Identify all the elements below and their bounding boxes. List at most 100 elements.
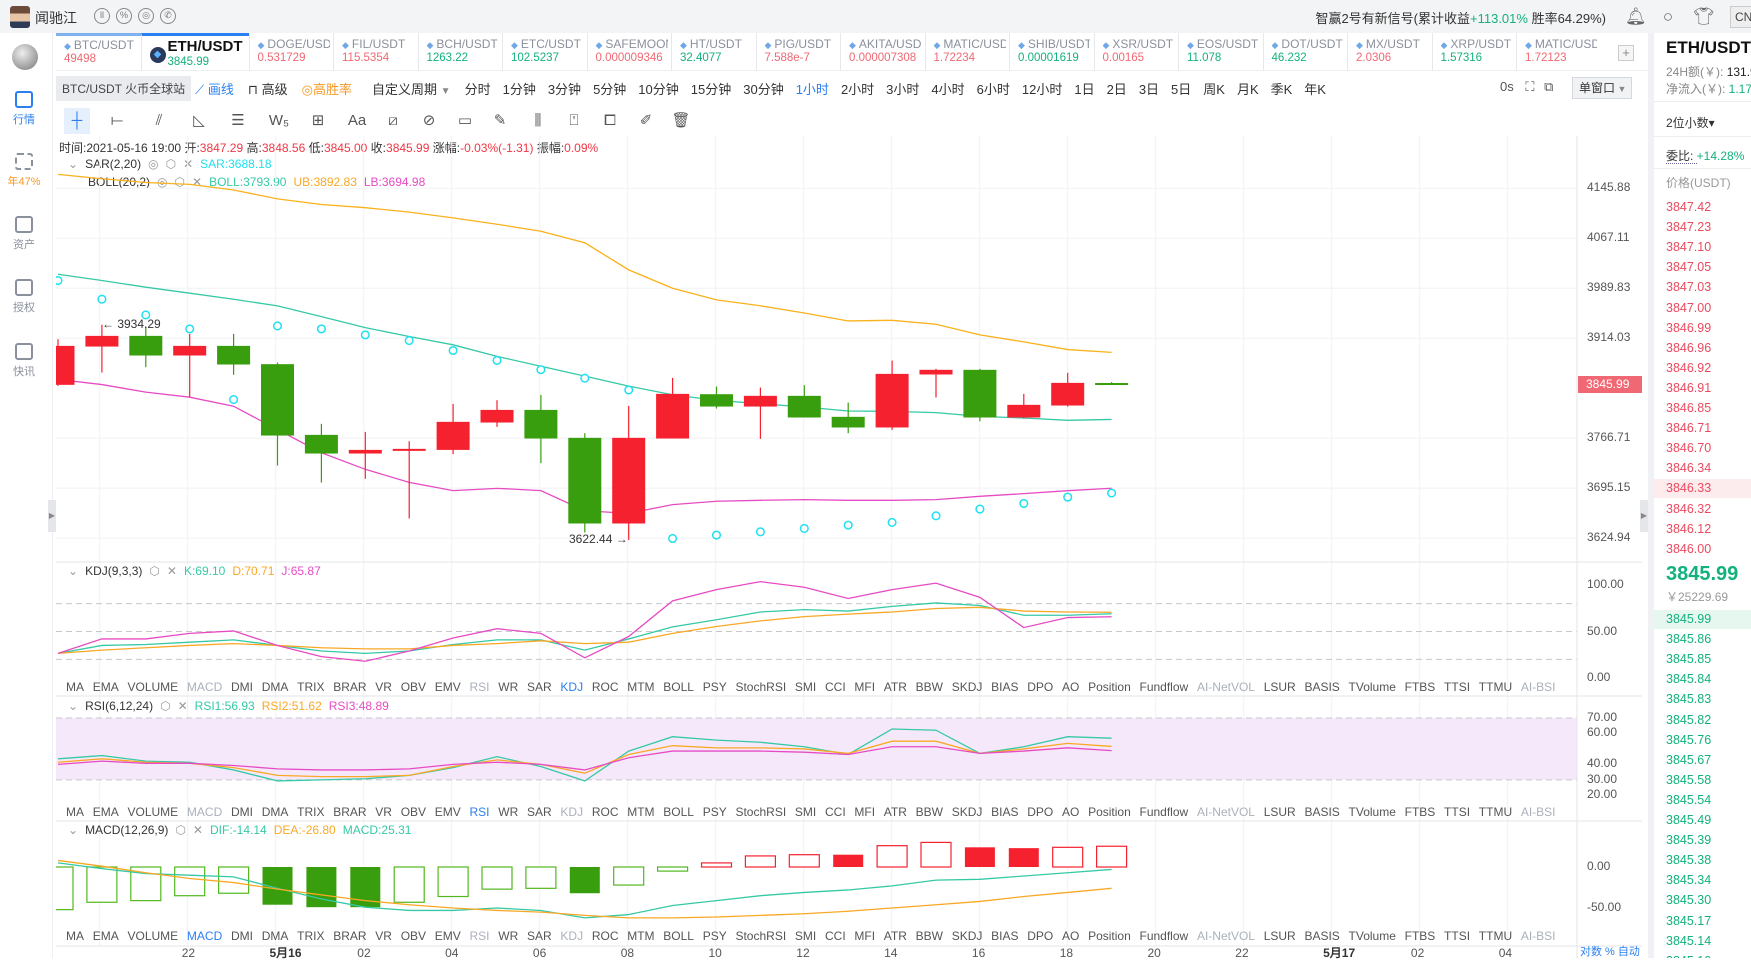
ticker-tab[interactable]: ◆ XSR/USDT 0.00165	[1093, 33, 1179, 71]
indicator-tab[interactable]: MACD	[186, 805, 223, 819]
indicator-tab[interactable]: BRAR	[333, 805, 367, 819]
indicator-tab[interactable]: CCI	[824, 805, 846, 819]
ask-price[interactable]: 3847.05	[1666, 260, 1712, 275]
sidebar-item-authorize[interactable]: 授权	[0, 279, 48, 315]
measure-icon[interactable]: ⊘	[422, 112, 436, 129]
indicator-tab[interactable]: SMI	[794, 929, 817, 943]
settings-icon[interactable]: ⬡	[165, 157, 177, 171]
pause-icon[interactable]: ll	[94, 8, 110, 24]
indicator-tab[interactable]: LSUR	[1263, 929, 1296, 943]
indicator-tab[interactable]: VOLUME	[127, 805, 179, 819]
close-icon[interactable]: ✕	[183, 157, 194, 171]
ask-price[interactable]: 3846.71	[1666, 421, 1712, 436]
angle-icon[interactable]: ◺	[193, 112, 205, 129]
indicator-tab[interactable]: MTM	[627, 929, 655, 943]
collapse-chevron-icon[interactable]: ⌄	[68, 157, 79, 171]
indicator-tab[interactable]: EMA	[92, 680, 119, 694]
add-tab-button[interactable]: +	[1618, 45, 1634, 61]
indicator-tab[interactable]: RSI	[469, 680, 490, 694]
ticker-tab[interactable]: ◆ XRP/USDT 1.57316	[1431, 33, 1517, 71]
expand-window-icon[interactable]: ⧉	[1544, 79, 1554, 94]
bid-price[interactable]: 3845.82	[1666, 712, 1712, 727]
indicator-tab[interactable]: OBV	[400, 805, 427, 819]
indicator-tab[interactable]: Fundflow	[1139, 929, 1189, 943]
collapse-right-handle[interactable]: ▶	[1640, 500, 1648, 532]
indicator-tab[interactable]: KDJ	[560, 680, 584, 694]
indicator-tab[interactable]: FTBS	[1404, 805, 1436, 819]
indicator-tab[interactable]: WR	[498, 929, 519, 943]
indicator-tab[interactable]: OBV	[400, 680, 427, 694]
ask-price[interactable]: 3846.96	[1666, 340, 1712, 355]
ticker-tab[interactable]: ◆ SAFEMOON 0.000009346	[586, 33, 672, 71]
indicator-tab[interactable]: BRAR	[333, 929, 367, 943]
bid-price[interactable]: 3845.49	[1666, 813, 1712, 827]
indicator-tab[interactable]: VR	[375, 929, 392, 943]
ticker-tab[interactable]: ◆ PIG/USDT 7.588e-7	[755, 33, 841, 71]
period-option[interactable]: 年K	[1304, 81, 1326, 97]
indicator-tab[interactable]: BOLL	[663, 929, 694, 943]
period-option[interactable]: 10分钟	[638, 81, 679, 97]
shirt-icon[interactable]: 👕︎	[1693, 7, 1715, 26]
crosshair-icon[interactable]: ┼	[64, 108, 90, 134]
indicator-tab[interactable]: DPO	[1027, 805, 1054, 819]
indicator-tab[interactable]: FTBS	[1404, 929, 1436, 943]
language-button[interactable]: CN	[1730, 6, 1751, 28]
settings-icon[interactable]: ⬡	[174, 175, 186, 189]
bid-price[interactable]: 3845.10	[1666, 954, 1711, 958]
ask-price[interactable]: 3846.92	[1666, 360, 1712, 375]
period-option[interactable]: 15分钟	[690, 81, 732, 97]
period-option[interactable]: 5日	[1171, 81, 1192, 97]
signal-notice[interactable]: 智赢2号有新信号(累计收益+113.01% 胜率64.29%)	[1315, 8, 1606, 27]
indicator-tab[interactable]: AI-NetVOL	[1196, 805, 1255, 819]
settings-icon[interactable]: ⬡	[160, 699, 171, 713]
custom-period-dropdown[interactable]: 自定义周期 ▼	[372, 79, 451, 98]
indicator-tab[interactable]: MFI	[854, 680, 876, 694]
collapse-chevron-icon[interactable]: ⌄	[68, 823, 79, 837]
indicator-tab[interactable]: BOLL	[663, 680, 694, 694]
indicator-tab[interactable]: TTSI	[1444, 929, 1471, 943]
bookmark-icon[interactable]: ⧠	[603, 112, 616, 129]
indicator-tab[interactable]: ATR	[883, 929, 907, 943]
ticker-tab[interactable]: ◆ HT/USDT 32.4077	[671, 33, 756, 71]
indicator-tab[interactable]: TTMU	[1478, 929, 1513, 943]
ruler-icon[interactable]: ⧄	[388, 112, 398, 129]
bid-price[interactable]: 3845.76	[1666, 732, 1712, 747]
indicator-tab[interactable]: WR	[498, 805, 519, 819]
indicator-tab[interactable]: KDJ	[560, 929, 584, 943]
decimals-dropdown[interactable]: 2位小数▾	[1666, 116, 1715, 130]
indicator-tab[interactable]: MA	[66, 680, 84, 694]
fullscreen-icon[interactable]: ⛶	[1525, 79, 1535, 94]
ticker-tab[interactable]: ◆ ETC/USDT 102.5237	[502, 33, 587, 71]
period-option[interactable]: 1分钟	[502, 81, 536, 97]
phone-icon[interactable]: ✆	[160, 8, 176, 24]
period-option[interactable]: 2日	[1106, 81, 1127, 97]
close-icon[interactable]: ✕	[192, 175, 203, 189]
ask-price[interactable]: 3846.32	[1666, 501, 1712, 516]
indicator-tab[interactable]: CCI	[824, 929, 846, 943]
period-option[interactable]: 30分钟	[743, 81, 784, 97]
indicator-tab[interactable]: RSI	[469, 929, 490, 943]
indicator-tab[interactable]: AO	[1061, 929, 1080, 943]
indicator-tab[interactable]: MA	[66, 929, 84, 943]
indicator-tab[interactable]: AI-BSI	[1520, 805, 1556, 819]
avatar[interactable]	[10, 6, 30, 28]
ticker-tab[interactable]: ◆ BTC/USDT 49498	[56, 33, 141, 71]
indicator-tab[interactable]: DMI	[230, 680, 253, 694]
period-option[interactable]: 4小时	[931, 81, 965, 97]
period-option[interactable]: 3分钟	[547, 81, 582, 97]
period-option[interactable]: 1日	[1074, 81, 1095, 97]
indicator-tab[interactable]: EMV	[434, 680, 461, 694]
indicator-tab[interactable]: StochRSI	[735, 805, 787, 819]
indicator-tab[interactable]: PSY	[702, 680, 727, 694]
bid-price[interactable]: 3845.17	[1666, 913, 1712, 928]
period-option[interactable]: 季K	[1270, 81, 1293, 97]
indicator-tab[interactable]: BASIS	[1304, 929, 1340, 943]
candle-icon[interactable]: ⫼	[534, 112, 542, 129]
bid-price[interactable]: 3845.54	[1666, 792, 1712, 807]
period-option[interactable]: 5分钟	[593, 81, 627, 97]
ask-price[interactable]: 3847.03	[1666, 280, 1712, 295]
refresh-interval[interactable]: 0s	[1500, 79, 1514, 94]
